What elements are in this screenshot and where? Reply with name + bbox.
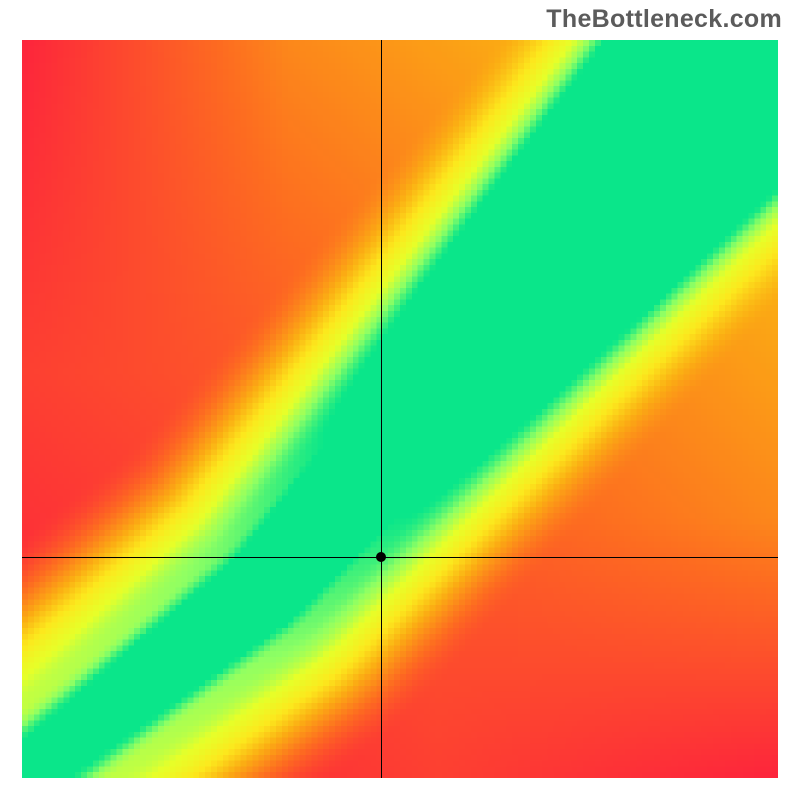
watermark-label: TheBottleneck.com bbox=[546, 5, 782, 34]
crosshair-vertical-line bbox=[381, 40, 382, 778]
crosshair-marker-dot bbox=[376, 552, 386, 562]
crosshair-horizontal-line bbox=[22, 557, 778, 558]
bottleneck-heatmap bbox=[22, 40, 778, 778]
chart-container: TheBottleneck.com bbox=[0, 0, 800, 800]
